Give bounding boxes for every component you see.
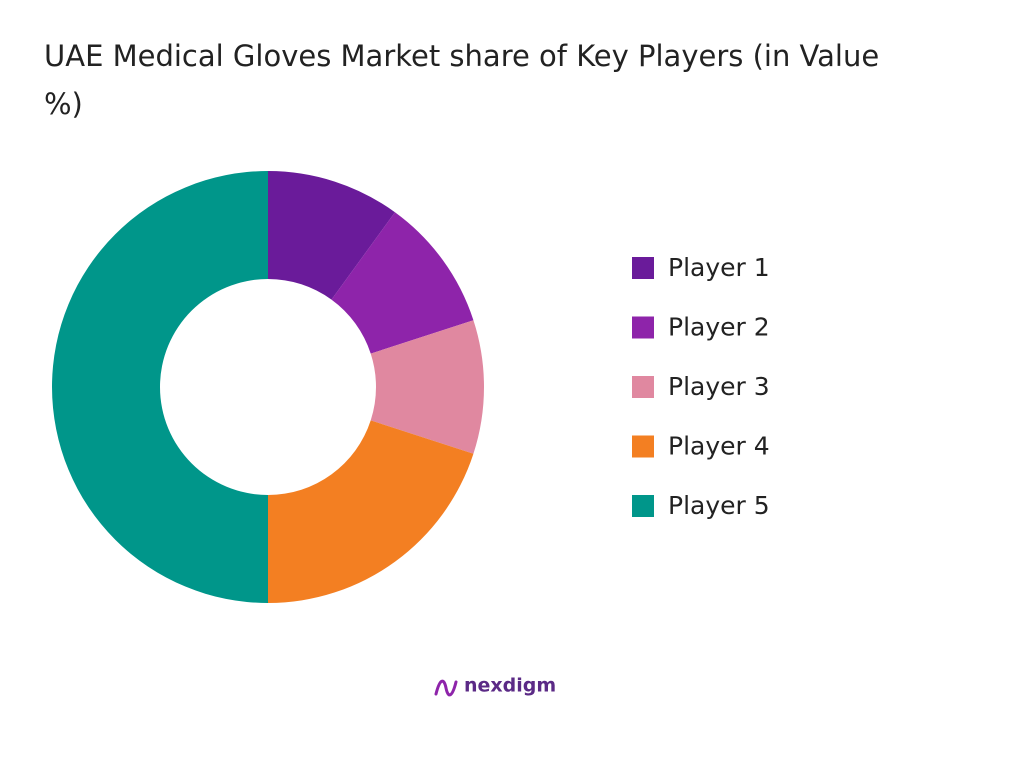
legend-swatch [632,257,654,279]
legend-label: Player 3 [668,372,770,401]
logo: nexdigm [434,675,556,697]
donut-slice [268,420,474,603]
chart-title: UAE Medical Gloves Market share of Key P… [44,39,880,121]
donut-slice [370,320,484,454]
legend-swatch [632,316,654,339]
donut-slice [52,171,268,603]
logo-text: nexdigm [464,675,556,697]
legend-label: Player 5 [668,491,770,520]
donut-slice [268,171,395,300]
logo-icon [434,679,458,697]
legend-label: Player 1 [668,253,770,282]
legend-label: Player 2 [668,313,770,342]
legend-swatch [632,435,654,458]
legend-swatch [632,376,654,398]
donut-slice [331,212,474,354]
legend-swatch [632,495,654,517]
legend-label: Player 4 [668,432,770,461]
